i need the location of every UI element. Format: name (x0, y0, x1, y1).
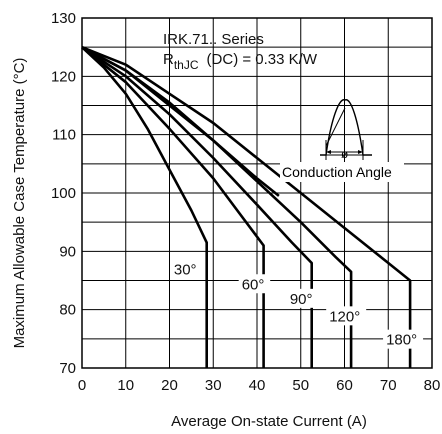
x-tick-label: 20 (161, 377, 178, 394)
rth-subscript: thJC (174, 58, 199, 72)
series-label: 180° (386, 332, 417, 349)
y-tick-label: 80 (59, 302, 76, 319)
x-tick-label: 40 (249, 377, 266, 394)
series-label-box (383, 329, 424, 349)
arrowhead-left-icon (326, 150, 331, 154)
y-tick-label: 110 (52, 127, 76, 144)
series-labels: 30° 60° 90° 120° 180° (170, 259, 424, 349)
series-label: 90° (290, 291, 313, 308)
x-tick-label: 10 (117, 377, 134, 394)
series-line (81, 46, 208, 368)
series-layer (81, 45, 412, 368)
conduction-angle-diagram: ø Conduction Angle (280, 99, 404, 182)
x-tick-label: 0 (78, 377, 86, 394)
thermal-resistance-note: RthJC (DC) = 0.33 K/W (163, 51, 318, 72)
plot-frame (81, 17, 433, 369)
series-line (81, 45, 412, 368)
series-line (81, 46, 265, 368)
y-tick-label: 70 (59, 360, 76, 377)
x-tick-label: 30 (205, 377, 222, 394)
y-tick-label: 100 (51, 185, 76, 202)
y-tick-label: 130 (51, 10, 76, 27)
series-label: 60° (242, 276, 265, 293)
conduction-angle-label-box (280, 162, 404, 182)
x-tick-label: 70 (380, 377, 397, 394)
x-tick-label: 50 (292, 377, 309, 394)
series-label-box (238, 274, 271, 294)
series-line (81, 46, 313, 368)
series-label: 120° (329, 308, 360, 325)
half-sine-waveform-icon (320, 99, 372, 156)
series-label: 30° (174, 262, 197, 279)
tick-labels: 0 10 20 30 40 50 60 70 80 70 80 90 100 110 120 130 (51, 10, 440, 394)
y-axis-title: Maximum Allowable Case Temperature (°C) (11, 58, 28, 349)
phi-symbol: ø (341, 147, 349, 161)
y-tick-label: 90 (59, 243, 76, 260)
series-label-box (286, 288, 319, 308)
conduction-angle-label: Conduction Angle (282, 164, 392, 180)
x-tick-label: 60 (336, 377, 353, 394)
series-line (81, 46, 280, 197)
rth-value: (DC) = 0.33 K/W (207, 51, 318, 68)
series-label-box (326, 306, 367, 326)
y-tick-label: 120 (51, 68, 76, 85)
x-tick-label: 80 (424, 377, 441, 394)
rth-symbol: R (163, 51, 174, 68)
arrowhead-right-icon (358, 150, 363, 154)
series-label-box (170, 259, 203, 279)
series-title: IRK.71.. Series (163, 31, 264, 48)
x-axis-title: Average On-state Current (A) (171, 413, 367, 430)
